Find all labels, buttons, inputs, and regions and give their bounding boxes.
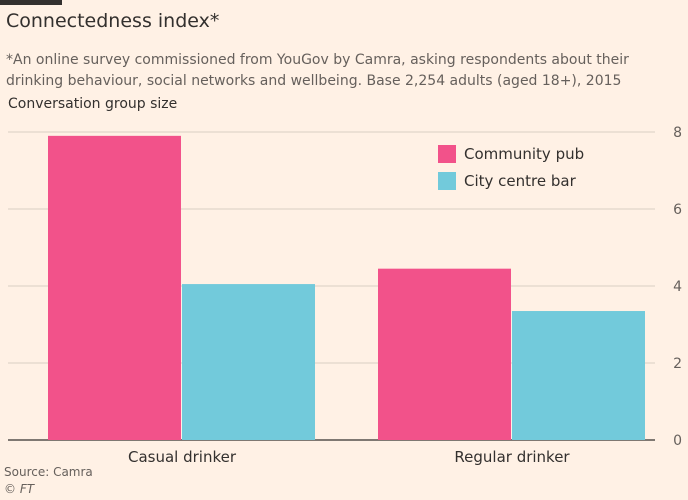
bar-community-pub-casual-drinker: [48, 135, 181, 440]
y-tick-label: 4: [673, 279, 682, 295]
bars: [48, 135, 645, 440]
legend: Community pub City centre bar: [438, 145, 584, 190]
bar-city-centre-bar-regular-drinker: [512, 311, 645, 440]
bar-city-centre-bar-casual-drinker: [182, 284, 315, 440]
bar-community-pub-regular-drinker: [378, 268, 511, 440]
legend-label: City centre bar: [464, 172, 577, 190]
legend-label: Community pub: [464, 145, 584, 163]
y-tick-label: 8: [673, 125, 682, 141]
y-tick-label: 6: [673, 202, 682, 218]
y-axis-label: Conversation group size: [8, 96, 178, 112]
y-tick-label: 0: [673, 433, 682, 449]
top-rule: [0, 0, 62, 5]
x-category-label: Casual drinker: [128, 448, 237, 466]
chart-title: Connectedness index*: [6, 10, 220, 32]
x-category-label: Regular drinker: [454, 448, 570, 466]
y-tick-labels: 0 2 4 6 8: [673, 125, 682, 449]
source-note: Source: Camra: [4, 465, 93, 479]
x-category-labels: Casual drinker Regular drinker: [128, 448, 570, 466]
credit: © FT: [4, 482, 35, 496]
y-tick-label: 2: [673, 356, 682, 372]
legend-swatch: [438, 145, 456, 163]
chart-subtitle: *An online survey commissioned from YouG…: [6, 52, 629, 89]
legend-swatch: [438, 172, 456, 190]
